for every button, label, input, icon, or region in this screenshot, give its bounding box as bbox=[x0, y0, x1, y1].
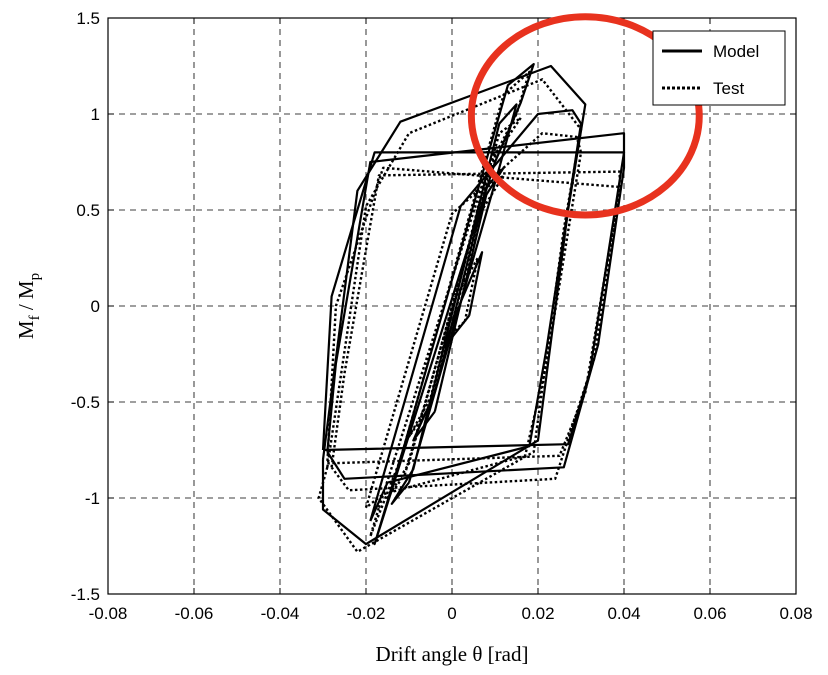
y-tick-label: -1.5 bbox=[71, 585, 100, 604]
model-loop-5 bbox=[369, 109, 583, 522]
x-tick-label: 0.06 bbox=[693, 604, 726, 623]
test-loop-4 bbox=[369, 70, 531, 538]
test-loop-2 bbox=[407, 174, 505, 438]
y-tick-label: 1.5 bbox=[76, 9, 100, 28]
x-tick-label: 0.04 bbox=[607, 604, 640, 623]
y-axis-title-mid: / M bbox=[14, 280, 38, 315]
legend-box bbox=[652, 30, 786, 106]
test-loop-8 bbox=[326, 166, 621, 465]
x-tick-label: -0.02 bbox=[347, 604, 386, 623]
x-tick-label: 0.08 bbox=[779, 604, 812, 623]
y-tick-label: 0 bbox=[91, 297, 100, 316]
x-tick-label: 0 bbox=[447, 604, 456, 623]
legend-model-label: Model bbox=[713, 42, 759, 61]
highlight-ellipse bbox=[467, 13, 703, 219]
test-loop-6 bbox=[317, 78, 583, 553]
x-tick-label: 0.02 bbox=[521, 604, 554, 623]
x-tick-label: -0.08 bbox=[89, 604, 128, 623]
series-model bbox=[321, 62, 626, 546]
x-tick-label: -0.06 bbox=[175, 604, 214, 623]
series-test bbox=[317, 70, 621, 553]
x-axis-title: Drift angle θ [rad] bbox=[376, 642, 529, 666]
test-loop-5 bbox=[364, 131, 583, 509]
model-loop-7 bbox=[326, 132, 626, 480]
y-axis-title-sub2: p bbox=[27, 273, 43, 281]
y-tick-label: 0.5 bbox=[76, 201, 100, 220]
y-axis-title-main: M bbox=[14, 320, 38, 339]
y-tick-label: -1 bbox=[85, 489, 100, 508]
y-tick-label: -0.5 bbox=[71, 393, 100, 412]
model-loop-8 bbox=[321, 151, 626, 452]
model-loop-6 bbox=[321, 64, 587, 546]
y-tick-label: 1 bbox=[91, 105, 100, 124]
legend-test-label: Test bbox=[713, 79, 744, 98]
test-loop-7 bbox=[330, 170, 621, 492]
model-loop-3 bbox=[390, 103, 518, 505]
highlight-circle bbox=[467, 13, 703, 219]
y-axis-title: Mf / Mp bbox=[14, 273, 43, 339]
tick-labels: -0.08 -0.06 -0.04 -0.02 0 0.02 0.04 0.06 0.08 -1.… bbox=[71, 9, 813, 623]
y-axis-title-sub1: f bbox=[27, 315, 43, 320]
x-tick-label: -0.04 bbox=[261, 604, 300, 623]
legend: Model Test bbox=[652, 30, 786, 106]
series-layer bbox=[317, 62, 626, 553]
